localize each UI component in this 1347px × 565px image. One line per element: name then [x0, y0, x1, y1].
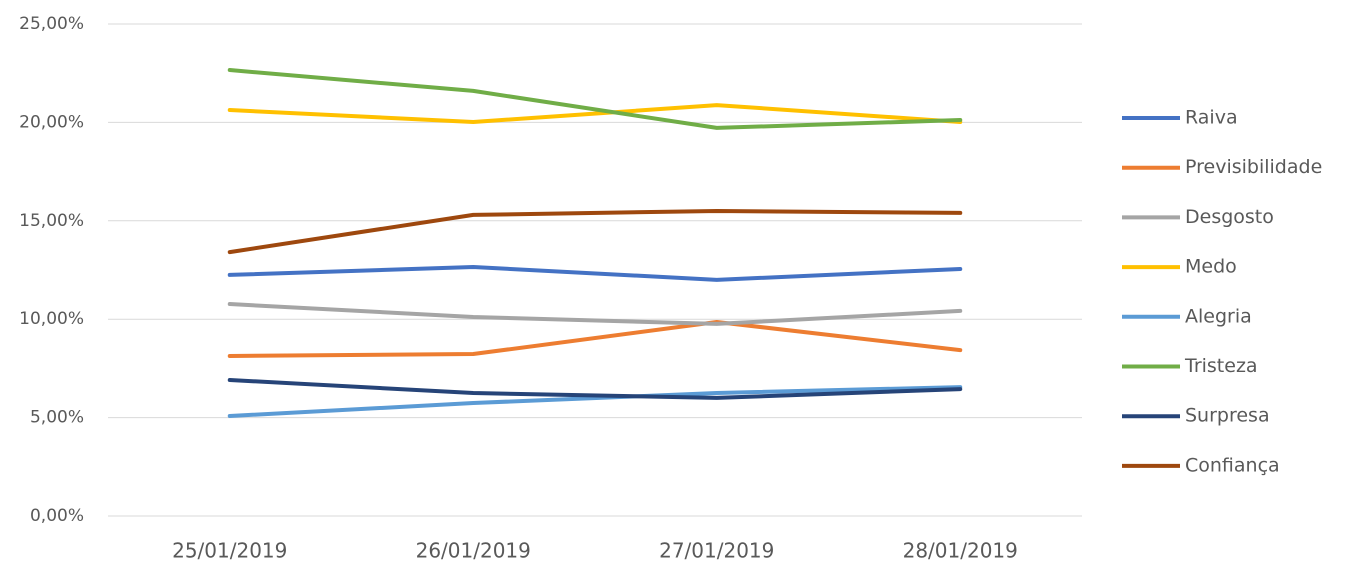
legend-label: Previsibilidade — [1185, 156, 1322, 178]
series-line — [227, 302, 963, 326]
x-tick-label: 27/01/2019 — [659, 539, 774, 563]
series-line — [227, 208, 963, 255]
y-tick-label: 0,00% — [30, 506, 84, 526]
y-tick-label: 5,00% — [30, 408, 84, 428]
y-tick-label: 15,00% — [19, 211, 84, 231]
y-tick-label: 25,00% — [19, 14, 84, 34]
x-tick-label: 26/01/2019 — [416, 539, 531, 563]
legend-label: Tristeza — [1184, 355, 1258, 377]
x-tick-label: 25/01/2019 — [172, 539, 287, 563]
y-tick-label: 10,00% — [19, 309, 84, 329]
series-line — [227, 103, 963, 125]
series-line — [227, 68, 963, 130]
legend-label: Alegria — [1185, 305, 1252, 327]
series-line — [227, 385, 963, 419]
x-tick-label: 28/01/2019 — [903, 539, 1018, 563]
series-line — [227, 265, 963, 282]
y-tick-label: 20,00% — [19, 112, 84, 132]
legend-label: Desgosto — [1185, 206, 1274, 228]
legend-label: Medo — [1185, 256, 1237, 278]
legend-label: Surpresa — [1185, 405, 1270, 427]
series-line — [227, 378, 963, 400]
series-line — [227, 319, 963, 359]
legend-label: Raiva — [1185, 107, 1238, 129]
legend-label: Confiança — [1185, 454, 1280, 476]
